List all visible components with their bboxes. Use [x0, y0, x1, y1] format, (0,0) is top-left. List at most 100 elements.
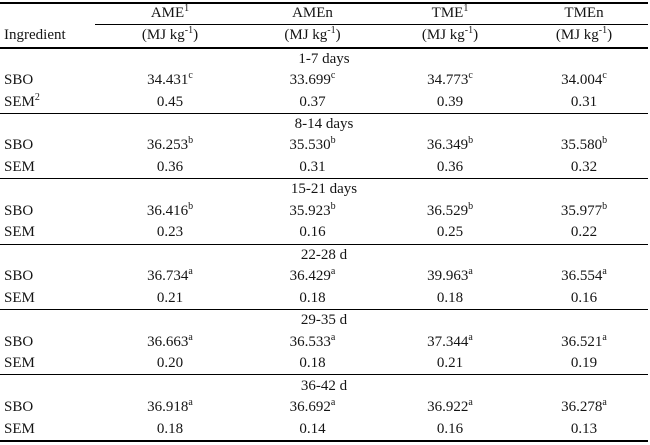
value-cell: 36.416b: [95, 201, 245, 222]
row-label: SBO: [4, 333, 34, 350]
cell-value: 0.39: [436, 93, 464, 110]
value-cell: 0.39: [380, 91, 520, 113]
table-row: SBO 36.918a 36.692a 36.922a 36.278a: [0, 397, 648, 418]
column-header-superscript: 1: [463, 3, 469, 15]
table-row: SBO 36.416b 35.923b 36.529b 35.977b: [0, 201, 648, 222]
cell-superscript: b: [602, 135, 608, 147]
row-label-cell: SEM2: [0, 91, 95, 113]
corner-cell: [0, 3, 95, 25]
unit-cell: (MJ kg-1): [380, 24, 520, 49]
cell-value: 36.349: [426, 137, 469, 154]
value-cell: 34.773c: [380, 70, 520, 91]
unit-superscript: -1: [184, 25, 194, 37]
cell-superscript: b: [468, 200, 474, 212]
value-cell: 0.18: [245, 353, 380, 375]
cell-superscript: a: [188, 396, 193, 408]
row-label: SEM: [4, 158, 35, 175]
row-label-cell: SEM: [0, 222, 95, 244]
table-row: SBO 36.734a 36.429a 39.963a 36.554a: [0, 266, 648, 287]
column-header-label: TMEn: [564, 5, 604, 22]
row-label: SEM: [4, 93, 35, 110]
value-cell: 0.23: [95, 222, 245, 244]
cell-value: 36.922: [427, 398, 469, 415]
column-header-tme: TME1: [380, 3, 520, 25]
cell-superscript: b: [188, 200, 194, 212]
cell-value: 0.14: [299, 420, 326, 437]
cell-superscript: a: [330, 266, 336, 278]
row-label: SBO: [4, 137, 34, 154]
column-header-label: AMEn: [292, 5, 333, 22]
period-row: 36-42 d: [0, 374, 648, 397]
value-cell: 36.278a: [520, 397, 648, 418]
value-cell: 0.16: [380, 418, 520, 441]
table-row: SEM 0.20 0.18 0.21 0.19: [0, 353, 648, 375]
ingredient-header: Ingredient: [0, 24, 95, 49]
cell-superscript: b: [330, 135, 336, 147]
row-label: SEM: [4, 420, 35, 437]
cell-value: 33.699: [289, 72, 331, 89]
value-cell: 36.533a: [245, 332, 380, 353]
value-cell: 35.923b: [245, 201, 380, 222]
value-cell: 36.922a: [380, 397, 520, 418]
row-label: SEM: [4, 355, 35, 372]
cell-value: 35.530: [289, 137, 331, 154]
cell-value: 36.692: [289, 398, 331, 415]
period-row: 15-21 days: [0, 178, 648, 201]
value-cell: 0.25: [380, 222, 520, 244]
value-cell: 36.734a: [95, 266, 245, 287]
cell-value: 0.20: [156, 355, 184, 372]
value-cell: 0.19: [520, 353, 648, 375]
cell-value: 34.431: [147, 72, 189, 89]
cell-value: 36.663: [147, 333, 189, 350]
row-label-cell: SBO: [0, 397, 95, 418]
period-header: 36-42 d: [0, 374, 648, 397]
row-label: SBO: [4, 268, 34, 285]
table-body: 1-7 days SBO 34.431c 33.699c 34.773c 34.004c S…: [0, 48, 648, 442]
value-cell: 36.349b: [380, 135, 520, 156]
cell-value: 34.773: [427, 72, 469, 89]
value-cell: 0.14: [245, 418, 380, 441]
cell-value: 36.533: [289, 333, 331, 350]
cell-value: 36.429: [289, 268, 331, 285]
value-cell: 35.580b: [520, 135, 648, 156]
cell-value: 0.23: [156, 224, 184, 241]
cell-value: 36.253: [146, 137, 189, 154]
value-cell: 0.32: [520, 157, 648, 179]
cell-superscript: a: [468, 396, 473, 408]
unit-text: ): [335, 27, 341, 44]
value-cell: 36.554a: [520, 266, 648, 287]
cell-value: 36.918: [147, 398, 189, 415]
cell-superscript: c: [602, 70, 607, 82]
value-cell: 0.16: [520, 288, 648, 310]
value-cell: 0.31: [245, 157, 380, 179]
table-row: SBO 34.431 c 33.699c 34.773c 34.004c: [0, 70, 648, 91]
value-cell: 33.699c: [245, 70, 380, 91]
row-label: SBO: [4, 72, 34, 89]
table-row: SEM 0.18 0.14 0.16 0.13: [0, 418, 648, 441]
table-row: SEM2 0.45 0.37 0.39 0.31: [0, 91, 648, 113]
cell-value: 39.963: [427, 268, 469, 285]
unit-cell: (MJ kg-1): [245, 24, 380, 49]
cell-superscript: b: [468, 135, 474, 147]
value-cell: 36.253b: [95, 135, 245, 156]
value-cell: 34.004c: [520, 70, 648, 91]
row-label: SEM: [4, 289, 35, 306]
value-cell: 0.20: [95, 353, 245, 375]
table-row: SEM 0.23 0.16 0.25 0.22: [0, 222, 648, 244]
value-cell: 36.663a: [95, 332, 245, 353]
cell-superscript: a: [188, 331, 193, 343]
cell-value: 36.529: [426, 202, 469, 219]
row-label-cell: SEM: [0, 353, 95, 375]
cell-value: 0.21: [436, 355, 464, 372]
unit-text: (MJ kg: [284, 27, 328, 44]
cell-value: 35.580: [560, 137, 603, 154]
unit-cell: (MJ kg-1): [95, 24, 245, 49]
cell-value: 0.22: [570, 224, 598, 241]
unit-superscript: -1: [327, 25, 336, 37]
cell-superscript: a: [330, 396, 336, 408]
value-cell: 0.18: [245, 288, 380, 310]
value-cell: 0.18: [380, 288, 520, 310]
table-row: SEM 0.36 0.31 0.36 0.32: [0, 157, 648, 179]
unit-header-row: Ingredient (MJ kg-1) (MJ kg-1) (MJ kg-1)…: [0, 24, 648, 49]
